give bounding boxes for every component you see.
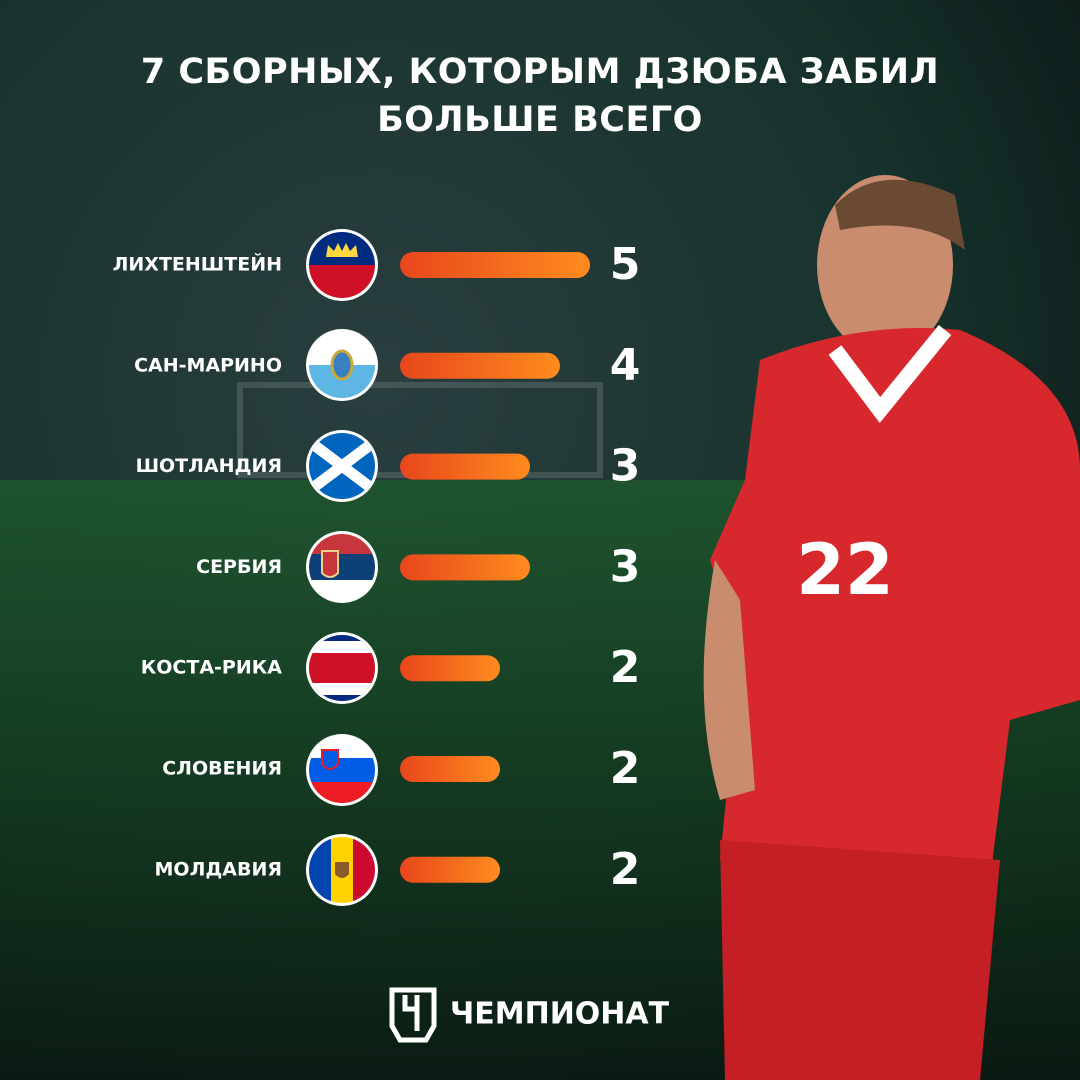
bar: [400, 352, 560, 379]
bar: [400, 655, 500, 682]
flag: [306, 632, 378, 704]
bar: [400, 252, 590, 278]
bar: [400, 756, 500, 782]
brand: ЧЕМПИОНАТ: [450, 997, 670, 1032]
flag: [306, 834, 378, 906]
bar: [400, 453, 530, 480]
value-label: 5: [610, 239, 641, 290]
flag: [306, 531, 378, 603]
value-label: 3: [610, 541, 641, 592]
category-label: САН-МАРИНО: [134, 354, 282, 376]
flag: [306, 329, 378, 401]
value-label: 2: [610, 844, 641, 895]
value-label: 3: [610, 441, 641, 492]
category-label: СЛОВЕНИЯ: [162, 758, 282, 780]
bar: [400, 856, 500, 883]
flag: [306, 430, 378, 502]
flag: [306, 734, 378, 806]
value-label: 2: [610, 642, 641, 693]
chart-title: 7 СБОРНЫХ, КОТОРЫМ ДЗЮБА ЗАБИЛ БОЛЬШЕ ВС…: [140, 52, 940, 140]
category-label: СЕРБИЯ: [196, 556, 282, 578]
logo: ЧЕМПИОНАТ: [389, 987, 670, 1043]
category-label: ШОТЛАНДИЯ: [136, 455, 282, 477]
value-label: 2: [610, 743, 641, 794]
flag: [306, 229, 378, 301]
bar: [400, 554, 530, 581]
category-label: КОСТА-РИКА: [141, 657, 283, 679]
player: 22: [703, 175, 1080, 1080]
value-label: 4: [610, 340, 641, 391]
category-label: ЛИХТЕНШТЕЙН: [113, 253, 282, 276]
category-label: МОЛДАВИЯ: [155, 858, 282, 880]
jersey-number: 22: [796, 529, 893, 611]
